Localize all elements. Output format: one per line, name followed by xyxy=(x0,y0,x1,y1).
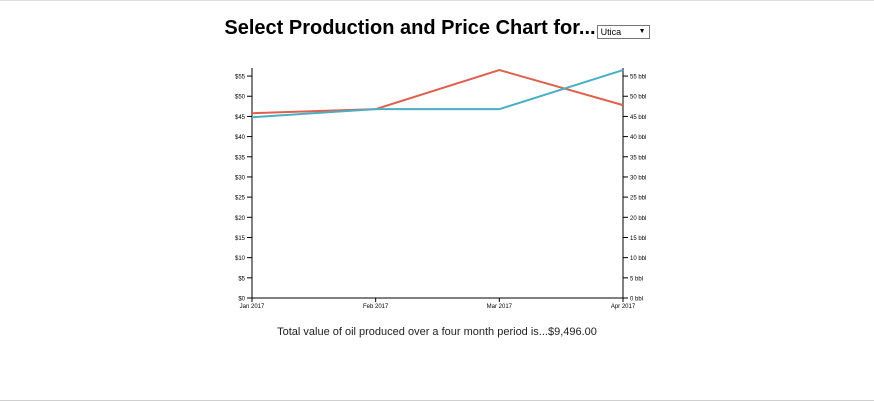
y-right-tick-label: 25 bbl xyxy=(630,196,646,202)
y-right-tick-label: 10 bbl xyxy=(630,256,646,262)
y-axis-left: $0 $5 $10 $15 $20 $25 $30 $35 $40 $45 $50 $55 xyxy=(235,68,253,303)
y-axis-right: 0 bbl 5 bbl 10 bbl 15 bbl 20 bbl 25 bbl 30 bbl… xyxy=(622,68,646,303)
price-series-line xyxy=(251,68,624,115)
y-left-tick-label: $5 xyxy=(238,276,245,282)
y-right-tick-label: 15 bbl xyxy=(630,236,646,242)
play-select[interactable]: Utica ▼ xyxy=(596,25,650,39)
y-right-tick-label: 40 bbl xyxy=(630,135,646,141)
y-left-tick-label: $55 xyxy=(235,75,246,81)
dropdown-arrow-icon: ▼ xyxy=(638,28,646,35)
x-tick-label: Jan 2017 xyxy=(240,304,265,310)
y-right-tick-label: 30 bbl xyxy=(630,175,646,181)
top-divider xyxy=(0,0,874,1)
total-value-summary: Total value of oil produced over a four … xyxy=(277,326,597,338)
y-left-tick-label: $0 xyxy=(238,297,245,303)
y-left-tick-label: $20 xyxy=(235,216,246,222)
y-left-tick-label: $50 xyxy=(235,95,246,101)
y-right-tick-label: 55 bbl xyxy=(630,75,646,81)
y-left-tick-label: $25 xyxy=(235,196,246,202)
x-tick-label: Apr 2017 xyxy=(611,304,636,310)
series-lines xyxy=(251,68,624,119)
y-right-tick-label: 5 bbl xyxy=(630,276,643,282)
price-production-chart: $0 $5 $10 $15 $20 $25 $30 $35 $40 $45 $50 $55 0 bbl… xyxy=(235,68,646,310)
y-right-tick-label: 20 bbl xyxy=(630,216,646,222)
x-axis: Jan 2017 Feb 2017 Mar 2017 Apr 2017 xyxy=(240,297,636,310)
x-tick-label: Mar 2017 xyxy=(487,304,513,310)
play-select-value: Utica xyxy=(600,27,622,37)
page-title: Select Production and Price Chart for... xyxy=(224,17,596,39)
y-left-tick-label: $15 xyxy=(235,236,246,242)
y-left-tick-label: $30 xyxy=(235,175,246,181)
y-right-tick-label: 35 bbl xyxy=(630,155,646,161)
y-right-tick-label: 45 bbl xyxy=(630,115,646,121)
x-tick-label: Feb 2017 xyxy=(363,304,389,310)
y-left-tick-label: $10 xyxy=(235,256,246,262)
y-right-tick-label: 50 bbl xyxy=(630,95,646,101)
y-left-tick-label: $40 xyxy=(235,135,246,141)
y-right-tick-label: 0 bbl xyxy=(630,297,643,303)
y-left-tick-label: $35 xyxy=(235,155,246,161)
y-left-tick-label: $45 xyxy=(235,115,246,121)
header: Select Production and Price Chart for...… xyxy=(0,16,874,40)
production-series-line xyxy=(251,69,624,119)
